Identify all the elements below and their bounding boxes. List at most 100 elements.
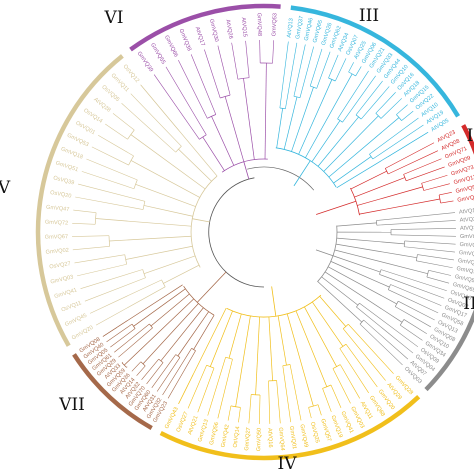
leaf-branch bbox=[190, 54, 217, 115]
subclade-node bbox=[128, 155, 134, 166]
subclade-node bbox=[355, 114, 362, 120]
leaf-branch bbox=[426, 276, 450, 284]
subclade-stem bbox=[323, 115, 379, 172]
subclade-stem bbox=[192, 307, 227, 375]
leaf-label: GmVQ12 bbox=[453, 174, 474, 186]
subclade-stem bbox=[228, 313, 242, 359]
leaf-branch bbox=[136, 365, 146, 376]
clade-arc-iv bbox=[159, 395, 421, 461]
clade-label-v: V bbox=[0, 178, 11, 198]
leaf-branch bbox=[404, 240, 456, 245]
leaf-branch bbox=[167, 350, 196, 399]
subclade-stem bbox=[123, 298, 194, 366]
leaf-branch bbox=[387, 150, 439, 175]
leaf-branch bbox=[121, 103, 176, 153]
leaf-branch bbox=[268, 380, 271, 424]
leaf-branch bbox=[404, 246, 455, 253]
leaf-branch bbox=[398, 300, 435, 321]
clade-label-iii: III bbox=[359, 6, 379, 26]
clade-stem-v bbox=[192, 218, 210, 223]
leaf-label: GmVQ46 bbox=[304, 17, 315, 41]
leaf-label: GmVQ72 bbox=[45, 220, 69, 227]
clade-node-ii bbox=[317, 225, 338, 283]
leaf-branch bbox=[369, 117, 419, 155]
leaf-label: GmVQ53 bbox=[271, 13, 278, 37]
subclade-stem bbox=[276, 108, 283, 149]
subclade-stem bbox=[143, 255, 196, 274]
leaf-branch bbox=[379, 274, 445, 299]
leaf-branch bbox=[72, 235, 110, 237]
leaf-branch bbox=[207, 357, 226, 416]
leaf-branch bbox=[390, 234, 456, 237]
subclade-stem bbox=[202, 136, 225, 171]
leaf-branch bbox=[80, 269, 143, 289]
leaf-branch bbox=[372, 124, 424, 160]
leaf-branch bbox=[187, 365, 207, 409]
leaf-branch bbox=[421, 174, 448, 184]
leaf-label: GmVQ64 bbox=[277, 427, 285, 451]
leaf-label: GmVQ02 bbox=[45, 248, 69, 256]
leaf-branch bbox=[165, 66, 207, 135]
leaf-branch bbox=[342, 328, 386, 381]
leaf-label: AtVQ21 bbox=[187, 415, 199, 435]
subclade-stem bbox=[235, 315, 251, 407]
leaf-label: OsVQ12 bbox=[122, 64, 140, 84]
clade-node-i bbox=[350, 187, 360, 216]
leaf-label: GmVQ57 bbox=[319, 418, 332, 442]
subclade-stem bbox=[311, 120, 341, 162]
leaf-branch bbox=[227, 405, 232, 421]
clade-label-i: I bbox=[467, 126, 474, 146]
leaf-branch bbox=[359, 302, 419, 348]
subclade-stem bbox=[354, 177, 405, 198]
leaf-branch bbox=[72, 246, 110, 251]
leaf-label: OsVQ39 bbox=[53, 175, 75, 186]
leaf-label: GmVQ49 bbox=[298, 424, 308, 448]
subclade-stem bbox=[317, 116, 359, 167]
leaf-branch bbox=[178, 60, 208, 119]
subclade-node bbox=[161, 279, 166, 287]
leaf-branch bbox=[348, 62, 354, 73]
clade-node-v bbox=[190, 175, 218, 268]
subclade-node bbox=[251, 394, 261, 396]
subclade-stem bbox=[178, 148, 212, 182]
leaf-branch bbox=[162, 348, 192, 396]
leaf-branch bbox=[335, 58, 347, 82]
subclade-node bbox=[328, 77, 336, 82]
subclade-stem bbox=[125, 245, 193, 260]
subclade-stem bbox=[311, 301, 344, 347]
root-arc-upper bbox=[247, 166, 315, 191]
leaf-label: GmVQ48 bbox=[256, 13, 263, 36]
subclade-node bbox=[342, 324, 349, 329]
leaf-label: OsVQ01 bbox=[74, 120, 96, 136]
leaf-branch bbox=[390, 284, 442, 306]
leaf-branch bbox=[248, 394, 252, 424]
leaf-label: GmVQ24 bbox=[456, 266, 474, 276]
leaf-label: AtVQ28 bbox=[92, 97, 111, 114]
subclade-stem bbox=[298, 79, 333, 155]
leaf-branch bbox=[156, 357, 181, 392]
leaf-label: GmVQ65 bbox=[312, 19, 324, 43]
clade-node-vi bbox=[221, 158, 268, 173]
leaf-label: GmVQ01 bbox=[288, 426, 297, 450]
leaf-branch bbox=[356, 306, 414, 354]
leaf-label: AtVQ13 bbox=[286, 18, 294, 38]
leaf-branch bbox=[439, 191, 452, 196]
subclade-stem bbox=[283, 96, 298, 150]
leaf-branch bbox=[363, 319, 409, 360]
leaf-branch bbox=[316, 51, 331, 89]
leaf-branch bbox=[342, 75, 376, 123]
subclade-stem bbox=[291, 87, 314, 152]
clade-label-vii: VII bbox=[58, 395, 85, 415]
leaf-branch bbox=[385, 142, 435, 169]
subclade-stem bbox=[142, 303, 199, 365]
leaf-branch bbox=[285, 42, 298, 109]
leaf-branch bbox=[276, 380, 281, 424]
leaf-label: GmVQ47 bbox=[46, 204, 70, 213]
subclade-node bbox=[356, 302, 360, 308]
subclade-stem bbox=[277, 315, 287, 366]
subclade-stem bbox=[143, 205, 193, 217]
leaf-branch bbox=[395, 306, 432, 328]
leaf-branch bbox=[153, 74, 200, 140]
root-arc bbox=[208, 177, 265, 288]
leaf-branch bbox=[388, 289, 439, 314]
